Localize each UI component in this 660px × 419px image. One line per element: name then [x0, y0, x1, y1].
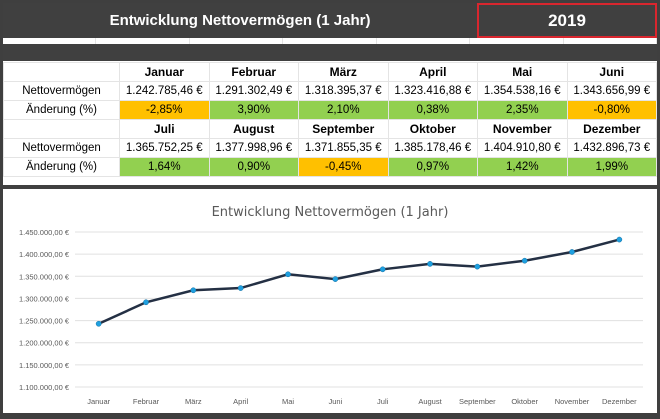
blank-row [3, 38, 657, 44]
data-point [474, 263, 481, 270]
x-tick-label: Juli [377, 397, 389, 406]
month-header: März [298, 62, 389, 82]
y-tick-label: 1.400.000,00 € [19, 250, 70, 259]
change-cell[interactable]: -0,80% [566, 100, 657, 120]
month-header: August [208, 119, 299, 139]
networth-cell[interactable]: 1.318.395,37 € [298, 81, 389, 101]
data-point [190, 287, 197, 294]
networth-cell[interactable]: 1.291.302,49 € [208, 81, 299, 101]
x-tick-label: September [459, 397, 496, 406]
data-point [95, 320, 102, 327]
data-point [569, 249, 575, 255]
change-cell[interactable]: 0,97% [387, 157, 478, 177]
row-label: Änderung (%) [3, 157, 120, 177]
y-tick-label: 1.350.000,00 € [19, 272, 70, 281]
change-cell[interactable]: 2,10% [298, 100, 389, 120]
networth-row: Nettovermögen 1.365.752,25 €1.377.998,96 … [3, 138, 657, 158]
x-tick-label: Februar [133, 397, 160, 406]
year-cell[interactable]: 2019 [477, 3, 657, 38]
networth-cell[interactable]: 1.377.998,96 € [208, 138, 299, 158]
networth-line-chart: Entwicklung Nettovermögen (1 Jahr) 1.100.… [19, 205, 643, 406]
chart-title: Entwicklung Nettovermögen (1 Jahr) [212, 205, 449, 220]
change-cell[interactable]: 1,64% [119, 157, 210, 177]
data-point [521, 257, 528, 264]
change-cell[interactable]: 0,90% [208, 157, 299, 177]
data-point [237, 285, 244, 291]
row-label: Änderung (%) [3, 100, 120, 120]
month-header: Januar [119, 62, 210, 82]
month-header: Juli [119, 119, 210, 139]
separator-bar [3, 185, 657, 189]
sheet-title: Entwicklung Nettovermögen (1 Jahr) [3, 3, 477, 38]
y-tick-label: 1.300.000,00 € [19, 294, 70, 303]
change-cell[interactable]: 3,90% [208, 100, 299, 120]
y-tick-label: 1.150.000,00 € [19, 361, 70, 370]
networth-cell[interactable]: 1.323.416,88 € [387, 81, 478, 101]
month-header: Oktober [387, 119, 478, 139]
change-cell[interactable]: 2,35% [477, 100, 568, 120]
month-header: Februar [208, 62, 299, 82]
change-cell[interactable]: -2,85% [119, 100, 210, 120]
month-header: September [298, 119, 389, 139]
month-header: Dezember [566, 119, 657, 139]
month-header: Mai [477, 62, 568, 82]
separator-bar [3, 44, 657, 61]
change-cell[interactable]: 0,38% [387, 100, 478, 120]
networth-table: Januar Februar März April Mai Juni Nettovermög… [3, 62, 657, 177]
x-tick-label: August [418, 397, 442, 406]
change-row: Änderung (%) 1,64% 0,90% -0,45% 0,97% 1,42% 1,… [3, 157, 657, 177]
change-row: Änderung (%) -2,85% 3,90% 2,10% 0,38% 2,35% -0… [3, 100, 657, 120]
networth-cell[interactable]: 1.354.538,16 € [477, 81, 568, 101]
data-point [379, 266, 386, 273]
networth-cell[interactable]: 1.385.178,46 € [387, 138, 478, 158]
sheet: Entwicklung Nettovermögen (1 Jahr) 2019 … [3, 3, 657, 413]
x-tick-label: April [233, 397, 248, 406]
networth-cell[interactable]: 1.432.896,73 € [566, 138, 657, 158]
series-line [98, 238, 620, 325]
month-header: April [387, 62, 478, 82]
x-tick-label: Januar [87, 397, 110, 406]
x-tick-label: März [185, 397, 202, 406]
networth-row: Nettovermögen 1.242.785,46 €1.291.302,49 … [3, 81, 657, 101]
data-point [427, 261, 433, 267]
x-tick-label: Mai [282, 397, 294, 406]
y-tick-label: 1.100.000,00 € [19, 383, 70, 392]
change-cell[interactable]: -0,45% [298, 157, 389, 177]
y-tick-label: 1.450.000,00 € [19, 228, 70, 237]
networth-cell[interactable]: 1.371.855,35 € [298, 138, 389, 158]
data-point [285, 271, 291, 278]
month-header: Juni [566, 62, 657, 82]
x-tick-label: Dezember [602, 397, 637, 406]
change-cell[interactable]: 1,42% [477, 157, 568, 177]
row-label: Nettovermögen [3, 138, 120, 158]
y-tick-label: 1.250.000,00 € [19, 317, 70, 326]
x-tick-label: November [555, 397, 590, 406]
x-tick-label: Oktober [511, 397, 538, 406]
month-header: November [477, 119, 568, 139]
x-tick-label: Juni [328, 397, 342, 406]
networth-cell[interactable]: 1.242.785,46 € [119, 81, 210, 101]
networth-cell[interactable]: 1.365.752,25 € [119, 138, 210, 158]
y-tick-label: 1.200.000,00 € [19, 339, 70, 348]
month-header-row: Januar Februar März April Mai Juni [3, 62, 657, 82]
data-point [143, 299, 149, 306]
data-point [332, 276, 339, 282]
networth-cell[interactable]: 1.343.656,99 € [566, 81, 657, 101]
networth-cell[interactable]: 1.404.910,80 € [477, 138, 568, 158]
row-label: Nettovermögen [3, 81, 120, 101]
data-point [616, 236, 623, 243]
month-header-row: Juli August September Oktober November Dezemb… [3, 119, 657, 139]
change-cell[interactable]: 1,99% [566, 157, 657, 177]
